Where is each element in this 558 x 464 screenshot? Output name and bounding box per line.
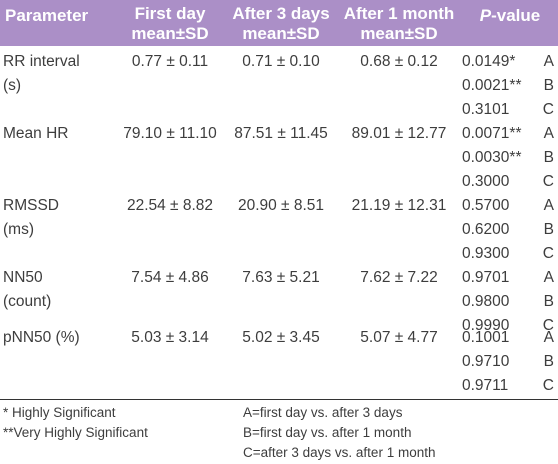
header-p-value: P-value	[462, 6, 558, 26]
comparison-code: A	[543, 329, 554, 346]
after-3-days-value: 87.51 ± 11.45	[234, 125, 328, 142]
first-day-value: 7.54 ± 4.86	[131, 269, 209, 286]
header-parameter: Parameter	[5, 6, 89, 25]
comparison-code: C	[542, 101, 554, 118]
comparison-code: B	[543, 149, 554, 166]
header-after-3-days-line2: mean±SD	[242, 24, 320, 43]
first-day-value: 22.54 ± 8.82	[126, 197, 214, 214]
p-value: 0.9800	[462, 293, 510, 310]
p-value: 0.5700	[462, 197, 510, 214]
parameter-name: RR interval	[3, 53, 80, 70]
footnote-very-highly-significant: **Very Highly Significant	[3, 425, 148, 440]
comparison-code: C	[542, 173, 554, 190]
p-value: 0.6200	[462, 221, 510, 238]
p-value: 0.9990	[462, 317, 510, 334]
header-first-day: First day mean±SD	[106, 4, 234, 44]
footer-divider	[0, 399, 558, 400]
after-1-month-value: 7.62 ± 7.22	[360, 269, 438, 286]
p-value: 0.0071**	[462, 125, 522, 142]
header-after-1-month-line1: After 1 month	[343, 4, 455, 23]
p-value: 0.9711	[462, 377, 509, 394]
parameter-unit: (ms)	[3, 221, 34, 238]
comparison-code: A	[543, 53, 554, 70]
after-1-month-value: 0.68 ± 0.12	[360, 53, 438, 70]
comparison-code: B	[543, 293, 554, 310]
comparison-code: A	[543, 197, 554, 214]
first-day-value: 0.77 ± 0.11	[131, 53, 209, 70]
parameter-unit: (s)	[3, 77, 22, 94]
parameter-name: RMSSD	[3, 197, 59, 214]
first-day-value: 79.10 ± 11.10	[123, 125, 217, 142]
after-3-days-value: 5.02 ± 3.45	[242, 329, 320, 346]
parameter-name: Mean HR	[3, 125, 69, 142]
header-first-day-line2: mean±SD	[131, 24, 209, 43]
p-value: 0.3101	[462, 101, 510, 118]
footnote-comparison-a: A=first day vs. after 3 days	[243, 405, 403, 420]
first-day-value: 5.03 ± 3.14	[131, 329, 209, 346]
after-1-month-value: 21.19 ± 12.31	[351, 197, 447, 214]
p-value: 0.9710	[462, 353, 510, 370]
comparison-code: C	[542, 245, 554, 262]
p-value: 0.1001	[462, 329, 510, 346]
after-1-month-value: 5.07 ± 4.77	[360, 329, 438, 346]
after-1-month-value: 89.01 ± 12.77	[351, 125, 447, 142]
parameter-unit: (count)	[3, 293, 52, 310]
header-after-3-days-line1: After 3 days	[232, 4, 330, 23]
comparison-code: B	[543, 353, 554, 370]
comparison-code: B	[543, 77, 554, 94]
parameter-name: NN50	[3, 269, 43, 286]
p-value: 0.9300	[462, 245, 510, 262]
header-after-1-month: After 1 month mean±SD	[335, 4, 463, 44]
p-value: 0.9701	[462, 269, 510, 286]
p-value: 0.0149*	[462, 53, 516, 70]
header-p-rest: -value	[491, 6, 541, 25]
header-after-1-month-line2: mean±SD	[360, 24, 438, 43]
comparison-code: B	[543, 221, 554, 238]
p-value: 0.0021**	[462, 77, 522, 94]
comparison-code: A	[543, 125, 554, 142]
parameter-name: pNN50 (%)	[3, 329, 80, 346]
table-header: Parameter First day mean±SD After 3 days…	[0, 0, 558, 46]
header-after-3-days: After 3 days mean±SD	[220, 4, 342, 44]
header-first-day-line1: First day	[134, 4, 206, 23]
p-value: 0.0030**	[462, 149, 522, 166]
footnote-highly-significant: * Highly Significant	[3, 405, 116, 420]
after-3-days-value: 7.63 ± 5.21	[242, 269, 320, 286]
comparison-code: A	[543, 269, 554, 286]
comparison-code: C	[542, 377, 554, 394]
footnote-comparison-b: B=first day vs. after 1 month	[243, 425, 412, 440]
header-p-italic: P	[479, 6, 492, 25]
after-3-days-value: 0.71 ± 0.10	[242, 53, 320, 70]
footnote-comparison-c: C=after 3 days vs. after 1 month	[243, 445, 436, 460]
after-3-days-value: 20.90 ± 8.51	[237, 197, 325, 214]
p-value: 0.3000	[462, 173, 510, 190]
comparison-code: C	[542, 317, 554, 334]
